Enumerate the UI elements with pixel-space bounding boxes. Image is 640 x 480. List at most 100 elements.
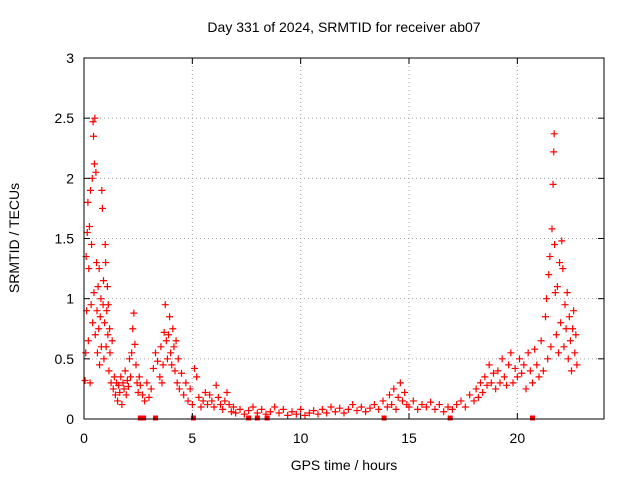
data-point	[549, 180, 557, 188]
ticks-layer: 0 5 10 15 20 0 0.5 1 1.5 2 2.5 3	[55, 50, 604, 446]
data-point	[167, 349, 175, 357]
data-point	[390, 385, 398, 393]
data-point	[114, 397, 122, 405]
data-point	[435, 401, 443, 409]
x-tick-label: 15	[401, 430, 417, 446]
data-point	[551, 241, 559, 249]
data-point	[509, 379, 517, 387]
data-point	[503, 381, 510, 389]
data-point	[132, 361, 140, 369]
data-point	[249, 403, 257, 411]
data-point	[396, 379, 404, 387]
data-point	[518, 369, 526, 377]
data-point	[149, 364, 157, 372]
data-point	[134, 389, 142, 397]
data-point	[101, 319, 109, 327]
x-tick-label: 20	[510, 430, 526, 446]
data-point	[100, 355, 108, 363]
data-point	[472, 385, 480, 393]
y-axis-label: SRMTID / TECUs	[6, 183, 22, 293]
data-point	[561, 301, 569, 309]
data-point	[117, 373, 125, 381]
data-point	[511, 364, 519, 372]
data-point	[431, 405, 439, 413]
data-point	[102, 259, 110, 267]
data-point	[275, 409, 283, 417]
data-point	[91, 114, 99, 122]
data-point	[97, 295, 105, 303]
data-point	[103, 307, 111, 315]
data-point	[505, 361, 513, 369]
data-point	[119, 379, 127, 387]
data-point	[127, 373, 135, 381]
data-point	[124, 383, 132, 391]
data-point	[466, 391, 474, 399]
data-point	[453, 401, 461, 409]
data-point	[543, 295, 551, 303]
data-point	[147, 385, 155, 393]
data-point	[168, 361, 176, 369]
data-point	[225, 401, 233, 409]
data-point	[563, 289, 571, 297]
data-point	[550, 148, 558, 156]
data-point	[105, 367, 113, 375]
data-point	[388, 401, 396, 409]
baseline-marker	[190, 415, 196, 421]
data-point	[564, 355, 572, 363]
data-point	[118, 401, 126, 409]
data-point	[545, 271, 553, 279]
x-tick-label: 5	[188, 430, 196, 446]
data-point	[173, 379, 181, 387]
data-point	[427, 398, 435, 406]
data-point	[223, 389, 231, 397]
data-point	[230, 403, 237, 411]
data-point	[507, 349, 515, 357]
data-point	[109, 385, 117, 393]
data-point	[84, 198, 92, 206]
data-point	[188, 401, 196, 409]
data-point	[128, 349, 136, 357]
data-point	[160, 328, 168, 336]
data-point	[556, 259, 564, 267]
data-point	[375, 405, 383, 413]
baseline-marker	[381, 415, 387, 421]
data-point	[301, 411, 309, 419]
data-point	[186, 385, 194, 393]
data-point	[331, 408, 339, 416]
data-point	[344, 405, 352, 413]
data-point	[90, 289, 98, 297]
data-point	[184, 397, 192, 405]
data-point	[383, 403, 391, 411]
y-tick-label: 2.5	[55, 110, 75, 126]
data-point	[558, 237, 566, 245]
data-point	[553, 283, 561, 291]
data-point	[448, 405, 456, 413]
data-point	[96, 313, 104, 321]
data-point	[221, 397, 229, 405]
data-point	[494, 367, 502, 375]
data-point	[102, 343, 110, 351]
data-point	[349, 401, 357, 409]
data-point	[90, 160, 98, 168]
x-axis-label: GPS time / hours	[291, 457, 398, 473]
data-point	[568, 367, 575, 375]
data-point	[104, 331, 112, 339]
data-point	[81, 376, 89, 384]
data-point	[529, 379, 536, 387]
data-point	[88, 241, 96, 249]
data-point	[159, 361, 167, 369]
baseline-marker	[254, 415, 260, 421]
data-point	[500, 373, 508, 381]
data-point	[418, 401, 426, 409]
data-point	[178, 369, 185, 377]
data-point	[135, 373, 143, 381]
data-point	[193, 373, 201, 381]
data-point	[485, 361, 493, 369]
data-point	[104, 301, 112, 309]
data-point	[288, 408, 296, 416]
data-point	[481, 373, 489, 381]
data-point	[130, 309, 138, 317]
data-point	[110, 373, 118, 381]
data-point	[141, 397, 149, 405]
data-point	[175, 385, 183, 393]
